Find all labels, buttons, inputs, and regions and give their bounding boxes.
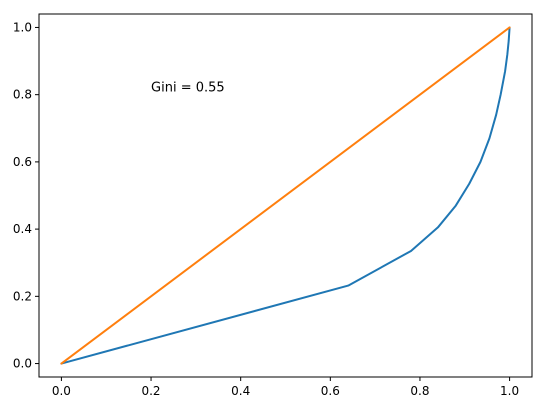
y-tick-label: 1.0 bbox=[13, 20, 32, 34]
x-tick-label: 1.0 bbox=[500, 384, 519, 398]
y-tick-label: 0.0 bbox=[13, 357, 32, 371]
y-tick-label: 0.8 bbox=[13, 88, 32, 102]
gini-annotation: Gini = 0.55 bbox=[151, 80, 225, 95]
x-tick-label: 0.6 bbox=[321, 384, 340, 398]
plot-area-frame bbox=[38, 13, 533, 378]
annotations: Gini = 0.55 bbox=[151, 80, 225, 95]
y-axis-ticks: 0.0 0.2 0.4 0.6 0.8 1.0 bbox=[13, 20, 39, 371]
x-tick-label: 0.4 bbox=[231, 384, 250, 398]
y-tick-label: 0.4 bbox=[13, 222, 32, 236]
equality-line bbox=[60, 26, 511, 365]
lorenz-curve-line bbox=[60, 26, 511, 365]
series-layer bbox=[60, 26, 511, 365]
y-tick-label: 0.2 bbox=[13, 289, 32, 303]
x-tick-label: 0.8 bbox=[410, 384, 429, 398]
y-tick-label: 0.6 bbox=[13, 155, 32, 169]
x-axis-ticks: 0.0 0.2 0.4 0.6 0.8 1.0 bbox=[52, 377, 519, 398]
x-tick-label: 0.0 bbox=[52, 384, 71, 398]
x-tick-label: 0.2 bbox=[141, 384, 160, 398]
